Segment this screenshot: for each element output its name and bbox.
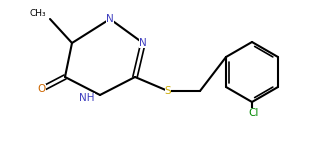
Text: CH₃: CH₃: [29, 10, 46, 19]
Text: O: O: [38, 84, 46, 94]
Text: N: N: [139, 38, 147, 48]
Text: N: N: [106, 14, 114, 24]
Text: S: S: [165, 86, 171, 96]
Text: Cl: Cl: [249, 108, 259, 118]
Text: NH: NH: [80, 93, 95, 103]
